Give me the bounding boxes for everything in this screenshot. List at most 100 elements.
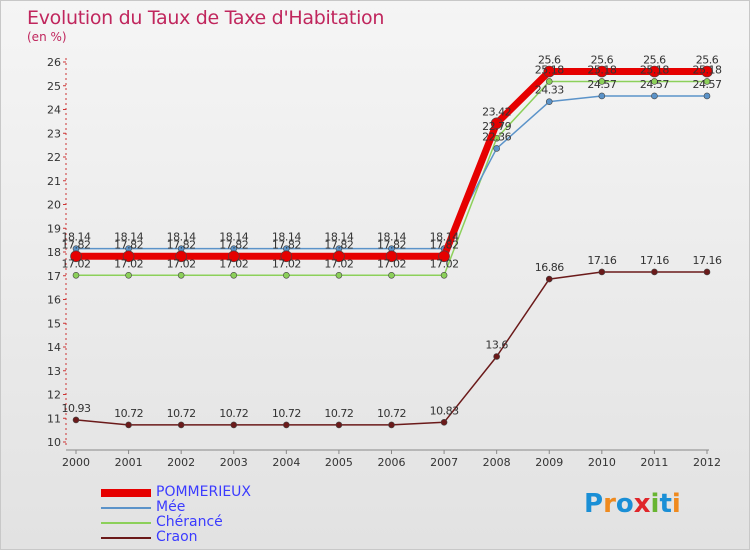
y-tick-label: 10 <box>47 436 61 449</box>
data-point-ch-ranc- <box>651 78 658 85</box>
data-point-craon <box>651 268 658 276</box>
data-point-ch-ranc- <box>598 78 606 85</box>
data-point-craon <box>283 421 290 429</box>
data-point-ch-ranc- <box>72 271 80 279</box>
data-label-pommerieux: 25.6 <box>538 54 561 67</box>
data-label-m-e: 18.14 <box>167 231 196 244</box>
data-label-m-e: 18.14 <box>114 231 143 244</box>
data-label-craon: 10.72 <box>324 407 353 420</box>
logo-letter: r <box>603 489 616 519</box>
data-label-m-e: 22.36 <box>482 130 511 143</box>
data-point-ch-ranc- <box>545 78 553 85</box>
chart-title: Evolution du Taux de Taxe d'Habitation <box>27 7 385 29</box>
y-tick-label: 16 <box>47 294 61 307</box>
y-tick-label: 24 <box>47 104 61 117</box>
y-tick-label: 20 <box>47 199 61 212</box>
legend-item-ch-ranc-: Chérancé <box>101 515 321 530</box>
data-label-ch-ranc-: 25.18 <box>535 63 564 76</box>
series-line-m-e <box>76 95 707 250</box>
brand-logo: Proxiti <box>584 489 681 519</box>
data-label-craon: 16.86 <box>535 261 564 274</box>
x-tick-label: 2006 <box>378 456 406 469</box>
data-label-m-e: 24.57 <box>693 78 722 91</box>
x-tick-label: 2007 <box>430 456 458 469</box>
data-point-craon <box>388 421 395 429</box>
y-tick-label: 19 <box>47 222 61 235</box>
data-point-pommerieux <box>122 250 135 263</box>
data-label-m-e: 18.14 <box>219 231 248 244</box>
data-point-craon <box>177 421 185 429</box>
data-label-ch-ranc-: 17.02 <box>62 257 91 270</box>
data-label-m-e: 18.14 <box>62 231 91 244</box>
data-label-m-e: 24.57 <box>640 78 669 91</box>
y-tick-label: 11 <box>47 412 61 425</box>
data-point-pommerieux <box>490 117 503 130</box>
data-point-pommerieux <box>596 65 608 78</box>
x-tick-label: 2010 <box>588 456 616 469</box>
data-label-craon: 10.72 <box>272 407 301 420</box>
y-tick-label: 21 <box>47 175 61 188</box>
data-point-ch-ranc- <box>440 271 448 279</box>
data-label-craon: 10.72 <box>377 407 406 420</box>
data-label-m-e: 18.14 <box>272 231 301 244</box>
x-tick-label: 2009 <box>535 456 563 469</box>
data-label-craon: 13.6 <box>485 339 508 352</box>
data-point-craon <box>72 416 80 424</box>
data-point-pommerieux <box>70 250 82 263</box>
data-point-craon <box>125 421 132 429</box>
y-tick-label: 23 <box>47 127 61 140</box>
data-point-ch-ranc- <box>177 271 185 279</box>
data-point-pommerieux <box>701 65 713 78</box>
x-tick-label: 2012 <box>693 456 721 469</box>
data-label-ch-ranc-: 17.02 <box>377 257 406 270</box>
data-label-m-e: 24.33 <box>535 84 564 97</box>
data-label-ch-ranc-: 17.02 <box>219 257 248 270</box>
data-point-pommerieux <box>227 250 240 263</box>
data-label-craon: 10.83 <box>430 404 459 417</box>
y-tick-label: 17 <box>47 270 61 283</box>
data-labels: 10.93 10.72 10.72 10.72 10.72 10.72 10.72 10.83… <box>62 54 723 420</box>
data-point-ch-ranc- <box>283 271 290 279</box>
logo-letter: t <box>659 489 672 519</box>
logo-letter: o <box>615 489 634 519</box>
chart-axes: 10 11 12 13 14 15 16 17 18 19 20 21 22 23 24 25 26 2000 20… <box>47 56 721 469</box>
x-tick-label: 2005 <box>325 456 353 469</box>
data-label-ch-ranc-: 17.02 <box>430 257 459 270</box>
y-tick-label: 15 <box>47 317 61 330</box>
data-label-pommerieux: 17.82 <box>114 238 143 251</box>
y-tick-label: 14 <box>47 341 61 354</box>
data-point-ch-ranc- <box>335 271 343 279</box>
x-tick-label: 2002 <box>167 456 195 469</box>
data-label-pommerieux: 23.42 <box>482 105 511 118</box>
data-point-pommerieux <box>333 250 345 263</box>
data-point-craon <box>703 268 711 276</box>
data-label-ch-ranc-: 17.02 <box>324 257 353 270</box>
data-point-ch-ranc- <box>703 78 711 85</box>
data-point-m-e <box>545 98 553 105</box>
legend-swatch <box>101 537 151 539</box>
legend-label: Mée <box>156 499 186 515</box>
logo-letter: P <box>584 489 604 519</box>
y-tick-label: 22 <box>47 151 61 164</box>
data-label-pommerieux: 17.82 <box>377 238 406 251</box>
data-label-pommerieux: 17.82 <box>167 238 196 251</box>
series-line-craon <box>75 271 707 426</box>
data-point-craon <box>230 421 238 429</box>
data-point-ch-ranc- <box>230 271 238 279</box>
data-point-craon <box>440 418 448 426</box>
data-point-pommerieux <box>385 250 398 263</box>
data-label-ch-ranc-: 17.02 <box>114 257 143 270</box>
data-label-pommerieux: 17.82 <box>430 238 459 251</box>
data-label-craon: 10.72 <box>219 407 248 420</box>
chart-subtitle: (en %) <box>27 30 67 44</box>
data-label-craon: 10.72 <box>167 407 196 420</box>
x-tick-label: 2004 <box>272 456 300 469</box>
data-label-pommerieux: 25.6 <box>591 54 614 67</box>
data-point-craon <box>493 353 500 360</box>
data-point-m-e <box>493 145 500 152</box>
x-tick-label: 2003 <box>220 456 248 469</box>
y-tick-label: 25 <box>47 80 61 93</box>
x-tick-label: 2001 <box>115 456 143 469</box>
